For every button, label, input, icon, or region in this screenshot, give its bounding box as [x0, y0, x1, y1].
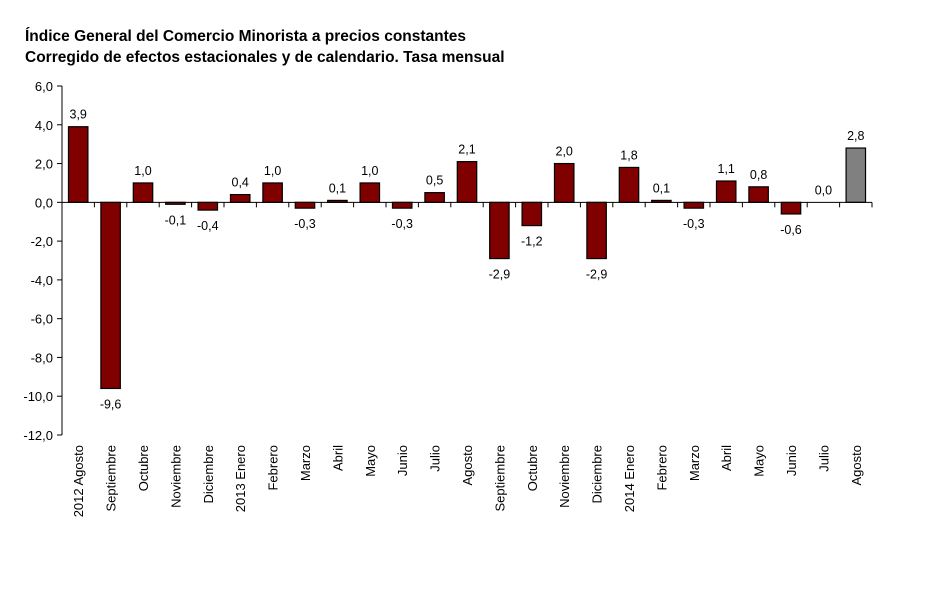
y-tick-label: -8,0 — [31, 350, 53, 365]
bars — [67, 126, 867, 390]
bar — [715, 180, 737, 203]
data-label: -9,6 — [100, 397, 122, 411]
data-label: 1,0 — [134, 164, 151, 178]
x-category-label: 2014 Enero — [622, 445, 637, 512]
x-category-label: Junio — [395, 445, 410, 476]
data-labels: 3,9 -9,6 1,0 -0,1 -0,4 0,4 1,0 -0,3 0,1 1,0 -0,3 0,… — [70, 108, 865, 412]
y-tick-label: 2,0 — [35, 157, 53, 172]
x-category-label: Julio — [428, 445, 443, 472]
bar — [521, 201, 543, 227]
x-category-label: Noviembre — [168, 445, 183, 508]
data-label: -2,9 — [489, 268, 511, 282]
bar — [748, 186, 769, 203]
bar — [618, 166, 640, 203]
data-label: -0,3 — [294, 217, 316, 231]
data-label: -0,6 — [780, 223, 802, 237]
y-tick-label: -12,0 — [23, 428, 53, 443]
y-tick-label: 4,0 — [35, 118, 53, 133]
category-labels: 2012 Agosto Septiembre Octubre Noviembre Dic… — [71, 445, 864, 517]
x-category-label: Julio — [816, 445, 831, 472]
bar — [100, 201, 121, 390]
bar — [229, 193, 251, 203]
data-label: -0,3 — [391, 217, 413, 231]
x-category-label: Febrero — [654, 445, 669, 491]
bar — [132, 182, 154, 203]
data-label: -2,9 — [586, 268, 608, 282]
y-tick-label: -10,0 — [23, 389, 53, 404]
bar — [391, 201, 413, 209]
bar — [456, 161, 478, 203]
y-tick-label: -2,0 — [31, 234, 53, 249]
bar — [586, 201, 607, 260]
data-label: -0,1 — [165, 213, 187, 227]
data-label: 1,8 — [620, 148, 637, 162]
x-category-label: 2013 Enero — [233, 445, 248, 512]
data-label: 1,1 — [718, 162, 735, 176]
bar — [683, 201, 705, 209]
data-label: 0,1 — [329, 181, 346, 195]
y-axis: 6,0 4,0 2,0 0,0 -2,0 -4,0 -6,0 -8,0 -10,0 -12,0 — [23, 79, 63, 443]
data-label: 0,4 — [232, 176, 249, 190]
x-category-label: Junio — [784, 445, 799, 476]
x-category-label: Mayo — [752, 445, 767, 477]
x-category-label: Febrero — [266, 445, 281, 491]
data-label: -0,4 — [197, 219, 219, 233]
x-category-label: Abril — [330, 445, 345, 471]
x-category-label: Octubre — [136, 445, 151, 491]
y-tick-label: -6,0 — [31, 312, 53, 327]
y-tick-label: 0,0 — [35, 195, 53, 210]
data-label: 2,1 — [458, 143, 475, 157]
x-category-label: Abril — [719, 445, 734, 471]
data-label: 0,0 — [815, 183, 832, 197]
x-category-label: 2012 Agosto — [71, 445, 86, 517]
chart-title: Índice General del Comercio Minorista a … — [25, 28, 467, 45]
x-category-label: Noviembre — [557, 445, 572, 508]
y-tick-label: -4,0 — [31, 273, 53, 288]
x-category-label: Marzo — [687, 445, 702, 481]
x-category-label: Octubre — [525, 445, 540, 491]
x-category-label: Septiembre — [104, 445, 119, 511]
bar — [197, 201, 219, 211]
bar — [489, 201, 510, 260]
bar — [780, 201, 802, 215]
x-category-label: Mayo — [363, 445, 378, 477]
x-category-label: Marzo — [298, 445, 313, 481]
bar — [424, 192, 445, 203]
data-label: 1,0 — [361, 164, 378, 178]
data-label: 0,8 — [750, 168, 767, 182]
data-label: 1,0 — [264, 164, 281, 178]
x-axis — [61, 201, 873, 208]
y-tick-label: 6,0 — [35, 79, 53, 94]
data-label: -1,2 — [521, 235, 543, 249]
data-label: 2,0 — [556, 145, 573, 159]
x-category-label: Diciembre — [590, 445, 605, 504]
x-category-label: Diciembre — [201, 445, 216, 504]
bar — [262, 182, 283, 203]
bar — [359, 182, 381, 203]
data-label: 3,9 — [70, 108, 87, 122]
bar — [294, 201, 316, 209]
x-category-label: Agosto — [460, 445, 475, 485]
x-category-label: Septiembre — [492, 445, 507, 511]
chart-subtitle: Corregido de efectos estacionales y de c… — [25, 49, 505, 66]
bar — [845, 147, 867, 203]
x-category-label: Agosto — [849, 445, 864, 485]
data-label: 0,1 — [653, 181, 670, 195]
data-label: 2,8 — [847, 129, 864, 143]
bar — [553, 162, 575, 203]
data-label: 0,5 — [426, 174, 443, 188]
data-label: -0,3 — [683, 217, 705, 231]
bar — [67, 126, 89, 203]
